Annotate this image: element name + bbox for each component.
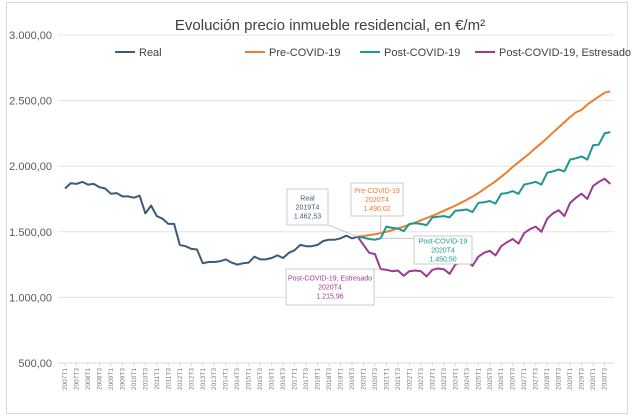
annotation-text: 2019T4 [296, 205, 320, 212]
legend-label: Real [139, 47, 162, 59]
x-tick-label: 2014T1 [223, 368, 230, 390]
x-tick-label: 2013T1 [200, 368, 207, 390]
annotation-text: Post-COVID-19 [419, 239, 468, 246]
annotation-text: Post-COVID-19, Estresado [288, 276, 372, 283]
x-tick-label: 2009T3 [119, 368, 126, 390]
x-tick-label: 2012T3 [188, 368, 195, 390]
x-tick-label: 2015T3 [257, 368, 264, 390]
y-tick-label: 2.000,00 [9, 161, 52, 173]
annotation-leader [327, 224, 358, 238]
legend-label: Post-COVID-19 [384, 47, 460, 59]
x-tick-label: 2024T1 [452, 368, 459, 390]
x-tick-label: 2014T3 [234, 368, 241, 390]
annotation-text: Real [300, 196, 315, 203]
series-line [357, 90, 611, 238]
x-tick-label: 2030T3 [602, 368, 609, 390]
series-line [357, 131, 611, 241]
y-tick-label: 3.000,00 [9, 30, 52, 42]
x-tick-label: 2020T3 [372, 368, 379, 390]
annotation-text: 1.215,96 [316, 294, 343, 301]
x-tick-label: 2022T3 [418, 368, 425, 390]
annotation-text: 1.462,53 [294, 214, 321, 221]
x-tick-label: 2018T1 [315, 368, 322, 390]
chart-title: Evolución precio inmueble residencial, e… [175, 17, 485, 34]
y-tick-label: 1.500,00 [9, 227, 52, 239]
x-tick-label: 2021T3 [395, 368, 402, 390]
legend-label: Pre-COVID-19 [269, 47, 341, 59]
series-line [64, 180, 358, 266]
x-tick-label: 2028T3 [556, 368, 563, 390]
x-tick-label: 2022T1 [406, 368, 413, 390]
x-tick-label: 2020T1 [360, 368, 367, 390]
x-tick-label: 2010T1 [131, 368, 138, 390]
x-tick-label: 2007T3 [73, 368, 80, 390]
x-tick-label: 2012T1 [177, 368, 184, 390]
x-tick-label: 2017T1 [292, 368, 299, 390]
x-tick-label: 2023T1 [429, 368, 436, 390]
chart-area [6, 2, 628, 414]
x-tick-label: 2013T3 [211, 368, 218, 390]
y-tick-label: 2.500,00 [9, 96, 52, 108]
x-tick-label: 2025T3 [487, 368, 494, 390]
x-tick-label: 2009T1 [108, 368, 115, 390]
x-tick-label: 2017T3 [303, 368, 310, 390]
x-tick-label: 2015T1 [246, 368, 253, 390]
x-tick-label: 2028T1 [544, 368, 551, 390]
annotation-text: 2020T4 [318, 285, 342, 292]
x-tick-label: 2011T1 [154, 368, 161, 390]
annotation-text: 2020T4 [431, 248, 455, 255]
x-tick-label: 2019T3 [349, 368, 356, 390]
legend-label: Post-COVID-19, Estresado [499, 47, 631, 59]
x-tick-label: 2029T1 [567, 368, 574, 390]
x-tick-label: 2016T1 [269, 368, 276, 390]
x-tick-label: 2027T3 [533, 368, 540, 390]
y-tick-label: 500,00 [18, 358, 52, 370]
annotation-text: 1.490,02 [363, 206, 390, 213]
annotation-box [285, 268, 375, 306]
series-line [356, 177, 611, 278]
x-tick-label: 2025T1 [475, 368, 482, 390]
x-tick-label: 2026T1 [498, 368, 505, 390]
x-tick-label: 2030T1 [590, 368, 597, 390]
x-tick-label: 2029T3 [579, 368, 586, 390]
x-tick-label: 2024T3 [464, 368, 471, 390]
y-tick-label: 1.000,00 [9, 292, 52, 304]
x-tick-label: 2021T1 [383, 368, 390, 390]
annotation-box [286, 188, 329, 226]
x-tick-label: 2008T1 [85, 368, 92, 390]
x-tick-label: 2027T1 [521, 368, 528, 390]
x-tick-label: 2018T3 [326, 368, 333, 390]
x-tick-label: 2008T3 [96, 368, 103, 390]
annotation-text: Pre-COVID-19 [354, 188, 400, 195]
x-tick-label: 2023T3 [441, 368, 448, 390]
x-tick-label: 2019T1 [338, 368, 345, 390]
annotation-box [413, 235, 473, 265]
annotation-text: 2020T4 [365, 197, 389, 204]
x-tick-label: 2016T3 [280, 368, 287, 390]
annotation-box [350, 182, 404, 217]
x-tick-label: 2011T3 [165, 368, 172, 390]
x-tick-label: 2010T3 [142, 368, 149, 390]
x-tick-label: 2007T1 [62, 368, 69, 390]
annotation-text: 1.450,50 [429, 257, 456, 264]
x-tick-label: 2026T3 [510, 368, 517, 390]
